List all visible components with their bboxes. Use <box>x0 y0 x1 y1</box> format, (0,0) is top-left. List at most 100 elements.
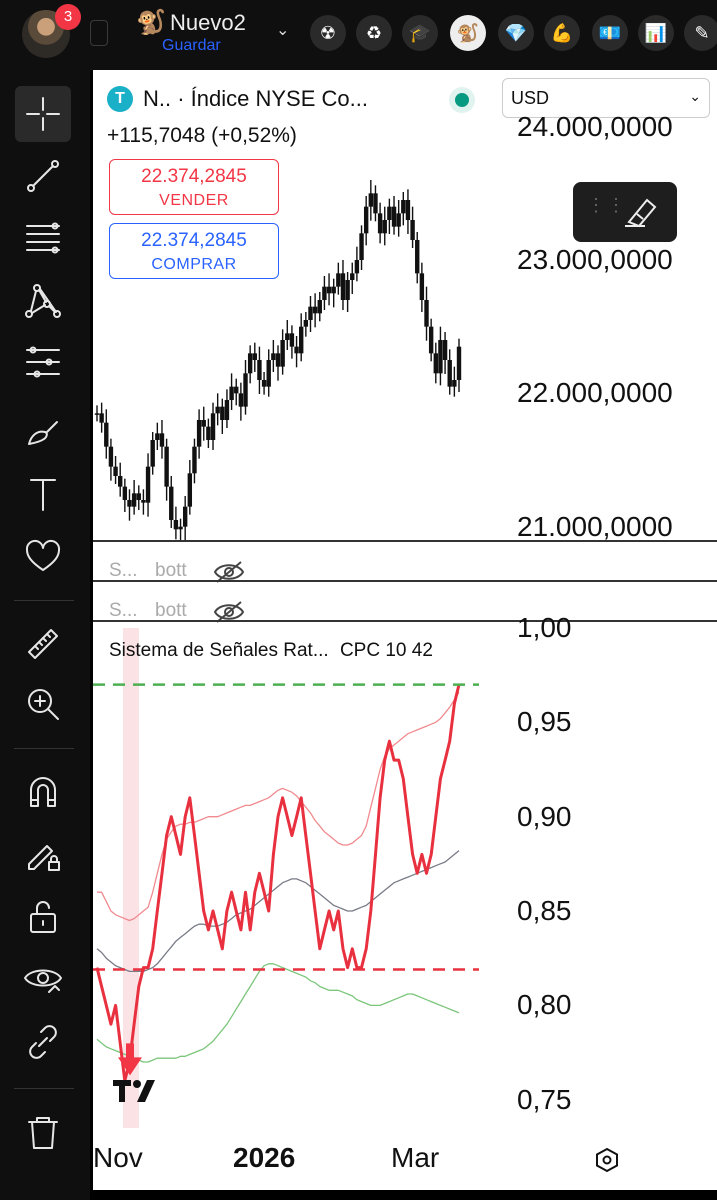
indicator-chart[interactable] <box>93 70 717 1190</box>
pane-separator[interactable] <box>93 580 717 582</box>
collapsed-pane-2[interactable]: S... bott <box>109 600 187 622</box>
text-icon[interactable] <box>15 466 71 522</box>
candle <box>243 360 248 415</box>
layout-selector-icon[interactable] <box>90 20 108 46</box>
candle <box>396 200 401 237</box>
symbol-title[interactable]: N.. · Índice NYSE Co... <box>143 86 368 111</box>
buy-button[interactable]: 22.374,2845 COMPRAR <box>109 223 279 279</box>
candle <box>201 406 206 441</box>
candle <box>452 366 457 397</box>
banknote-icon[interactable]: 💶 <box>592 15 628 51</box>
settings-hexagon-icon[interactable] <box>593 1146 621 1174</box>
link-icon[interactable] <box>15 1014 71 1070</box>
bar-chart-icon[interactable]: 📊 <box>638 15 674 51</box>
candle <box>303 312 309 337</box>
candle <box>169 476 174 528</box>
buy-label: COMPRAR <box>151 256 237 273</box>
candle <box>266 349 271 397</box>
candle <box>182 496 188 541</box>
highlighter-icon[interactable] <box>621 194 661 230</box>
drag-handle-icon[interactable]: ⋮⋮ <box>587 195 627 215</box>
toolbar-divider <box>14 600 74 601</box>
magnet-icon[interactable] <box>15 764 71 820</box>
fib-retracement-icon[interactable] <box>15 210 71 266</box>
layout-name[interactable]: Nuevo2 <box>170 10 246 35</box>
prediction-icon[interactable] <box>15 334 71 390</box>
candle <box>187 460 193 515</box>
middle-line <box>96 850 460 973</box>
candle <box>438 326 443 386</box>
candle <box>326 273 332 306</box>
zoom-in-icon[interactable] <box>15 676 71 732</box>
candle <box>447 349 452 395</box>
price-chart[interactable] <box>93 70 717 542</box>
candle <box>456 338 462 392</box>
candle <box>275 345 281 381</box>
symbol-logo: T <box>107 86 133 112</box>
candle <box>377 202 383 244</box>
candle <box>229 373 234 410</box>
collapsed-pane-1[interactable]: S... bott <box>109 560 187 582</box>
time-axis[interactable]: Nov 2026 Mar <box>93 1130 717 1190</box>
muscle-icon[interactable]: 💪 <box>544 15 580 51</box>
indicator-legend[interactable]: Sistema de Señales Rat... CPC 10 42 <box>109 640 433 662</box>
currency-value: USD <box>511 88 550 108</box>
eye-icon[interactable] <box>15 950 71 1006</box>
candle <box>373 185 378 222</box>
eye-off-icon[interactable] <box>213 560 245 584</box>
chevron-down-icon[interactable]: ⌄ <box>276 22 290 39</box>
crosshair-icon[interactable] <box>15 86 71 142</box>
pane-label: S... <box>109 600 138 621</box>
eye-off-icon[interactable] <box>213 600 245 624</box>
sell-signal-arrow-icon <box>118 1043 142 1076</box>
lower-band-line <box>96 963 460 1063</box>
candle <box>108 438 114 481</box>
price-change: +115,7048 (+0,52%) <box>107 124 297 147</box>
candle <box>127 489 132 521</box>
save-layout-button[interactable]: Guardar <box>162 37 221 54</box>
ruler-icon[interactable] <box>15 616 71 672</box>
candle <box>419 262 425 312</box>
monkey-icon: 🐒 <box>136 9 166 36</box>
unlock-icon[interactable] <box>15 888 71 944</box>
candle <box>94 405 100 422</box>
candle <box>141 489 146 515</box>
candle <box>317 292 322 322</box>
time-axis-label: 2026 <box>233 1142 296 1173</box>
market-status-icon[interactable] <box>449 87 475 113</box>
candle <box>234 378 239 406</box>
diamond-icon[interactable]: 💎 <box>498 15 534 51</box>
sell-button[interactable]: 22.374,2845 VENDER <box>109 159 279 215</box>
candle <box>340 260 346 310</box>
pane-separator[interactable] <box>93 620 717 622</box>
candle <box>252 342 257 372</box>
candle <box>354 246 360 282</box>
monkey-icon[interactable]: 🐒 <box>450 15 486 51</box>
pane-separator[interactable] <box>93 540 717 542</box>
indicator-axis-label: 0,90 <box>517 800 572 832</box>
graduation-cap-icon[interactable]: 🎓 <box>402 15 438 51</box>
pencil-icon[interactable]: ✎ <box>684 15 717 51</box>
candle <box>210 402 216 450</box>
chart-area[interactable]: T N.. · Índice NYSE Co... USD ⌄ +115,704… <box>93 70 717 1190</box>
brush-icon[interactable] <box>15 404 71 460</box>
indicator-params: CPC 10 42 <box>339 640 433 661</box>
candle <box>331 278 336 308</box>
drawing-toolbar-floating[interactable]: ⋮⋮ <box>573 182 677 242</box>
trend-line-icon[interactable] <box>15 148 71 204</box>
candle <box>104 409 109 459</box>
radiation-icon[interactable]: ☢ <box>310 15 346 51</box>
pattern-icon[interactable] <box>15 272 71 328</box>
heart-icon[interactable] <box>15 528 71 584</box>
candle <box>150 432 155 475</box>
symbol-legend[interactable]: T N.. · Índice NYSE Co... <box>107 84 368 114</box>
trash-icon[interactable] <box>15 1104 71 1160</box>
currency-select[interactable]: USD ⌄ <box>502 78 710 118</box>
recycle-icon[interactable]: ♻ <box>356 15 392 51</box>
candle <box>136 485 141 510</box>
drawing-toolbar <box>0 70 90 1200</box>
candle <box>178 518 183 542</box>
candle <box>415 232 420 284</box>
lock-drawing-icon[interactable] <box>15 826 71 882</box>
buy-price: 22.374,2845 <box>141 230 247 251</box>
